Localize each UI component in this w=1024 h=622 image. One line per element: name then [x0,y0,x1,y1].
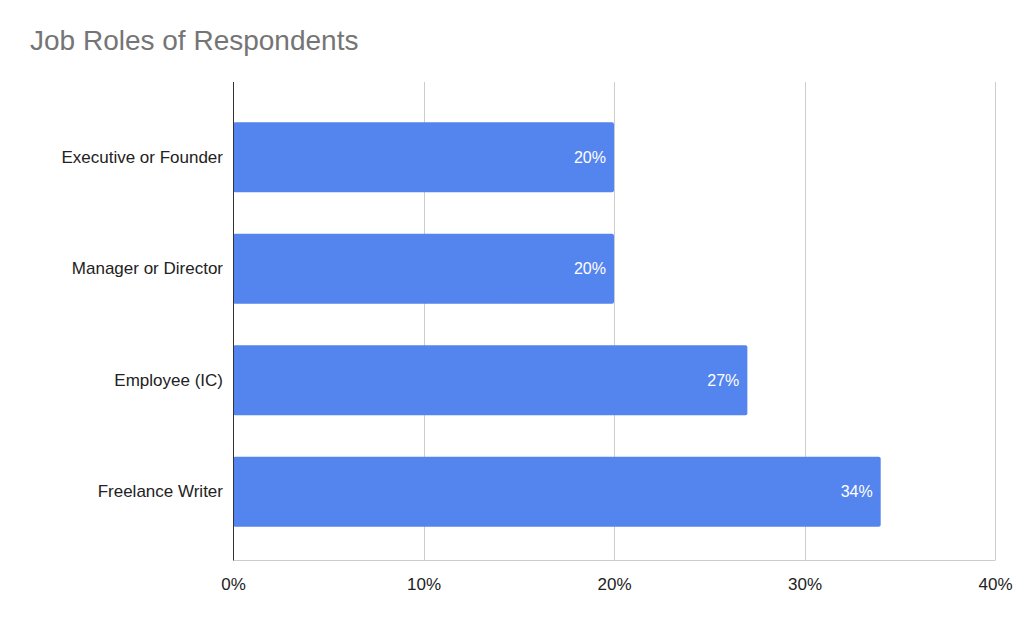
tick-label: 40% [978,575,1012,594]
bar [233,457,881,527]
tick: 20% [597,575,631,594]
grid-line [233,82,234,560]
tick: 40% [978,575,1012,594]
tick: Employee (IC) [114,371,223,390]
grid-line [995,82,996,560]
title: Job Roles of Respondents [30,25,358,56]
tick: 10% [407,575,441,594]
data-label: 20% [574,260,606,277]
category-label: Employee (IC) [114,371,223,390]
tick-label: 30% [788,575,822,594]
grid [234,82,996,560]
chart: Job Roles of Respondents 0% 10% 20% 30% 40% Ex… [0,0,1024,622]
tick: Manager or Director [72,259,224,278]
value-axis: 0% 10% 20% 30% 40% [221,561,1012,595]
bar [233,345,747,415]
category-axis: Executive or Founder Manager or Director E… [61,148,223,502]
bars [233,122,881,527]
tick-label: 10% [407,575,441,594]
data-label: 20% [574,149,606,166]
axis-line [234,560,996,561]
data-label: 34% [841,483,873,500]
category-label: Executive or Founder [61,148,223,167]
tick: Freelance Writer [98,482,224,501]
tick: 30% [788,575,822,594]
tick-label: 20% [597,575,631,594]
category-label: Freelance Writer [98,482,224,501]
category-label: Manager or Director [72,259,224,278]
tick: Executive or Founder [61,148,223,167]
tick: 0% [221,575,246,594]
axis-line [233,82,234,560]
tick-label: 0% [221,575,246,594]
baseline [233,82,234,561]
data-label: 27% [707,372,739,389]
bar [233,234,614,304]
data-labels: 20% 20% 27% 34% [574,149,873,501]
bar [233,122,614,192]
